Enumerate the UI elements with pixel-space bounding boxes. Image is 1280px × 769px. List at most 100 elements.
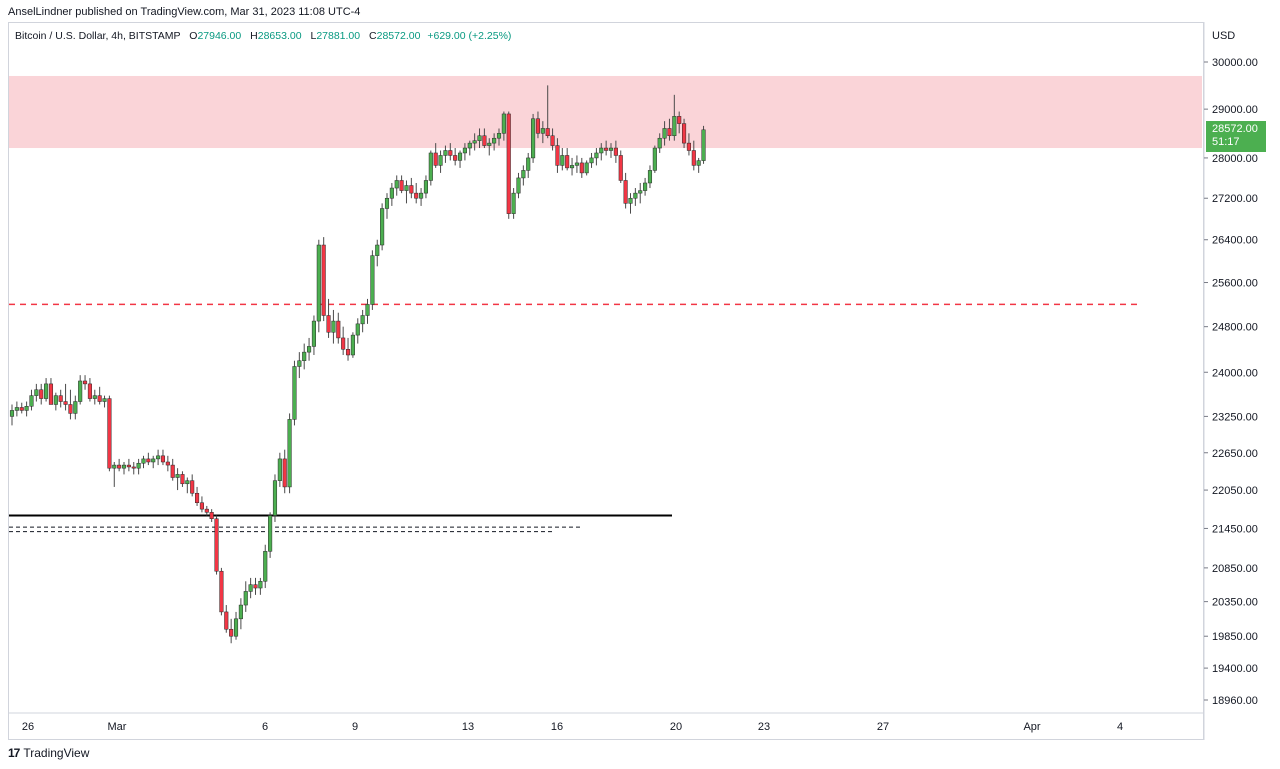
- time-tick-label: 16: [551, 721, 563, 733]
- candle-body: [613, 147, 618, 156]
- candle-body: [126, 464, 131, 468]
- candle-body: [307, 346, 312, 353]
- candle-body: [53, 395, 58, 405]
- price-tick-label: 19850.00: [1212, 631, 1258, 643]
- candle-body: [121, 464, 127, 469]
- candle-body: [48, 383, 54, 405]
- candle-body: [696, 160, 701, 166]
- candle-body: [570, 165, 575, 169]
- price-tick-label: 18960.00: [1212, 695, 1258, 707]
- candle-body: [667, 128, 672, 137]
- candle-body: [78, 380, 83, 402]
- candle-body: [360, 315, 365, 325]
- symbol-title: Bitcoin / U.S. Dollar, 4h, BITSTAMP: [15, 30, 181, 42]
- candle-body: [24, 406, 29, 411]
- candle-body: [414, 192, 419, 199]
- candle-body: [253, 584, 258, 589]
- candle-body: [229, 628, 234, 637]
- candle-body: [341, 337, 346, 350]
- time-tick-label: 26: [22, 721, 34, 733]
- change-value: +629.00 (+2.25%): [427, 30, 512, 42]
- candle-body: [701, 129, 706, 161]
- price-tick-label: 29000.00: [1212, 104, 1258, 116]
- time-tick-label: Apr: [1023, 721, 1040, 733]
- candle-body: [492, 137, 497, 144]
- candle-body: [599, 147, 604, 154]
- candle-body: [199, 502, 204, 510]
- price-tick-label: 20850.00: [1212, 563, 1258, 575]
- candle-body: [531, 118, 536, 159]
- candle-body: [195, 492, 200, 503]
- candle-body: [29, 395, 34, 407]
- time-tick-label: 20: [670, 721, 682, 733]
- candle-body: [365, 304, 370, 316]
- candle-body: [628, 197, 633, 204]
- candle-body: [672, 116, 677, 137]
- close-label: C: [369, 30, 377, 42]
- price-tick-label: 27200.00: [1212, 193, 1258, 205]
- candle-body: [102, 398, 107, 402]
- candle-body: [428, 152, 433, 181]
- candle-body: [604, 147, 609, 151]
- candle-body: [643, 182, 648, 191]
- candle-body: [472, 140, 477, 144]
- candle-body: [682, 123, 687, 144]
- candle-body: [384, 197, 390, 209]
- candle-body: [647, 170, 653, 184]
- candle-body: [584, 162, 589, 174]
- candle-body: [224, 611, 229, 630]
- price-tick-label: 23250.00: [1212, 411, 1258, 423]
- candle-body: [540, 128, 545, 134]
- candle-body: [297, 360, 302, 367]
- candle-body: [219, 570, 224, 613]
- candle-body: [263, 551, 268, 582]
- price-tick-label: 26400.00: [1212, 235, 1258, 247]
- candle-body: [321, 244, 326, 316]
- candle-body: [526, 157, 531, 171]
- candle-body: [521, 170, 526, 179]
- candle-body: [131, 466, 136, 469]
- price-tick-label: 28000.00: [1212, 153, 1258, 165]
- candle-body: [248, 584, 253, 592]
- time-tick-label: 6: [262, 721, 268, 733]
- candle-body: [453, 155, 458, 161]
- candle-body: [209, 512, 214, 519]
- candle-body: [258, 581, 263, 589]
- candle-body: [506, 113, 511, 214]
- candle-body: [516, 177, 521, 194]
- candle-body: [574, 162, 579, 166]
- candle-body: [662, 128, 667, 139]
- price-tick-label: 22650.00: [1212, 448, 1258, 460]
- candle-body: [107, 398, 112, 469]
- candle-body: [389, 187, 394, 199]
- tradingview-brand-text: TradingView: [23, 746, 90, 760]
- candle-body: [457, 152, 463, 161]
- price-tick-label: 20350.00: [1212, 597, 1258, 609]
- price-tick-label: 22050.00: [1212, 485, 1258, 497]
- footer-brand[interactable]: 17 TradingView: [8, 746, 89, 760]
- candle-body: [83, 380, 88, 385]
- candle-body: [652, 147, 657, 171]
- candle-body: [44, 383, 49, 399]
- candle-body: [677, 116, 682, 124]
- candle-body: [350, 334, 355, 356]
- candle-body: [92, 395, 97, 399]
- candle-body: [87, 383, 92, 399]
- candle-body: [633, 192, 638, 199]
- candle-body: [594, 152, 599, 159]
- chart-legend: Bitcoin / U.S. Dollar, 4h, BITSTAMP O279…: [15, 30, 511, 42]
- low-label: L: [310, 30, 317, 42]
- open-label: O: [189, 30, 198, 42]
- candle-body: [170, 464, 175, 478]
- bar-countdown: 51:17: [1212, 135, 1240, 148]
- candle-body: [277, 458, 282, 481]
- last-price-tag: 28572.00 51:17: [1206, 120, 1266, 152]
- tradingview-logo-icon: 17: [8, 746, 20, 760]
- price-tick-label: 24800.00: [1212, 322, 1258, 334]
- candle-body: [117, 464, 122, 469]
- candle-body: [336, 320, 341, 339]
- candle-body: [151, 458, 156, 463]
- candle-body: [243, 591, 248, 606]
- candle-body: [560, 155, 565, 166]
